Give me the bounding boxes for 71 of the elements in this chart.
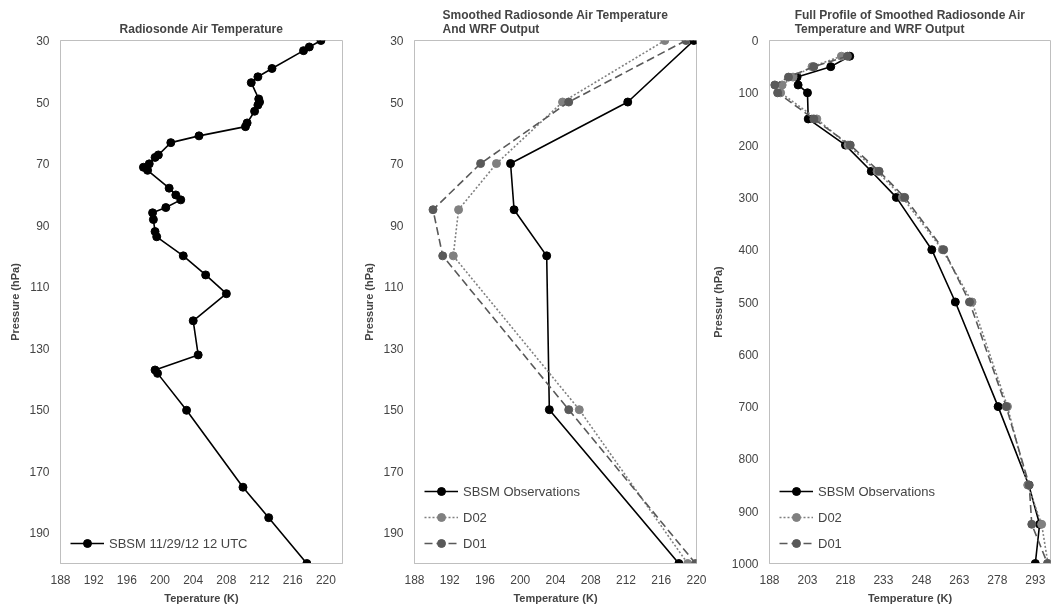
legend-label: D02 xyxy=(818,509,842,525)
y-tick-label: 190 xyxy=(383,526,404,541)
x-tick-label: 216 xyxy=(651,572,672,587)
y-tick-label: 70 xyxy=(36,157,50,172)
legend-label: SBSM Observations xyxy=(818,483,936,499)
x-tick-label: 248 xyxy=(911,572,932,587)
legend-label: D01 xyxy=(463,535,487,551)
legend-label: SBSM Observations xyxy=(463,483,581,499)
x-tick-label: 196 xyxy=(116,572,138,587)
x-tick-label: 220 xyxy=(686,572,707,587)
x-tick-label: 216 xyxy=(282,572,304,587)
x-tick-label: 278 xyxy=(987,572,1008,587)
x-tick-label: 188 xyxy=(50,572,71,587)
y-tick-label: 30 xyxy=(36,34,50,48)
y-tick-label: 30 xyxy=(390,34,404,48)
x-tick-label: 208 xyxy=(580,572,602,587)
legend-label: D02 xyxy=(463,509,487,525)
x-tick-label: 200 xyxy=(150,572,171,587)
x-tick-label: 208 xyxy=(216,572,237,587)
y-tick-label: 190 xyxy=(29,526,50,541)
y-tick-label: 170 xyxy=(383,464,404,479)
x-tick-label: 293 xyxy=(1025,572,1046,587)
y-tick-label: 500 xyxy=(738,295,759,310)
y-tick-label: 150 xyxy=(29,403,50,418)
y-tick-label: 50 xyxy=(390,95,404,110)
x-tick-label: 196 xyxy=(474,572,496,587)
y-tick-label: 200 xyxy=(738,138,759,153)
y-tick-label: 110 xyxy=(384,280,404,295)
legend-label: SBSM 11/29/12 12 UTC xyxy=(109,535,248,551)
x-tick-label: 200 xyxy=(510,572,531,587)
x-tick-label: 218 xyxy=(835,572,856,587)
y-tick-label: 50 xyxy=(36,95,50,110)
x-tick-label: 212 xyxy=(249,572,270,587)
x-tick-label: 263 xyxy=(949,572,970,587)
chart-title: Smoothed Radiosonde Air Temperature And WRF Output xyxy=(442,7,669,36)
y-tick-label: 90 xyxy=(390,218,404,233)
y-tick-label: 170 xyxy=(29,464,50,479)
x-tick-label: 204 xyxy=(183,572,204,587)
x-axis-title: Teperature (K) xyxy=(164,591,240,604)
y-tick-label: 130 xyxy=(383,341,404,356)
y-tick-label: 800 xyxy=(738,452,759,467)
y-tick-label: 1000 xyxy=(731,557,759,571)
y-axis-title: Pressure (hPa) xyxy=(9,262,22,341)
x-tick-label: 220 xyxy=(315,572,337,587)
y-tick-label: 300 xyxy=(738,190,759,205)
chart-title: Radiosonde Air Temperature xyxy=(119,21,284,36)
y-tick-label: 700 xyxy=(738,400,759,415)
y-tick-label: 400 xyxy=(738,243,759,258)
y-axis-title: Pressure (hPa) xyxy=(363,262,376,341)
x-axis-title: Temperature (K) xyxy=(867,591,953,604)
x-tick-label: 204 xyxy=(545,572,566,587)
y-tick-label: 110 xyxy=(30,280,50,295)
y-tick-label: 600 xyxy=(738,347,759,362)
x-tick-label: 233 xyxy=(873,572,894,587)
y-tick-label: 900 xyxy=(738,504,759,519)
y-tick-label: 150 xyxy=(383,403,404,418)
y-axis-title: Pressur (hPa) xyxy=(711,265,724,338)
x-tick-label: 192 xyxy=(83,572,105,587)
y-tick-label: 100 xyxy=(738,86,759,101)
x-tick-label: 192 xyxy=(439,572,461,587)
chart-title: Full Profile of Smoothed Radiosonde Air Temperature and WRF Output xyxy=(794,7,1026,36)
x-tick-label: 188 xyxy=(404,572,425,587)
y-tick-label: 90 xyxy=(36,218,50,233)
y-tick-label: 70 xyxy=(390,157,404,172)
x-tick-label: 212 xyxy=(615,572,637,587)
legend-label: D01 xyxy=(818,535,842,551)
x-tick-label: 203 xyxy=(797,572,818,587)
y-tick-label: 0 xyxy=(751,34,759,48)
x-tick-label: 188 xyxy=(759,572,780,587)
x-axis-title: Temperature (K) xyxy=(513,591,598,604)
y-tick-label: 130 xyxy=(29,341,50,356)
